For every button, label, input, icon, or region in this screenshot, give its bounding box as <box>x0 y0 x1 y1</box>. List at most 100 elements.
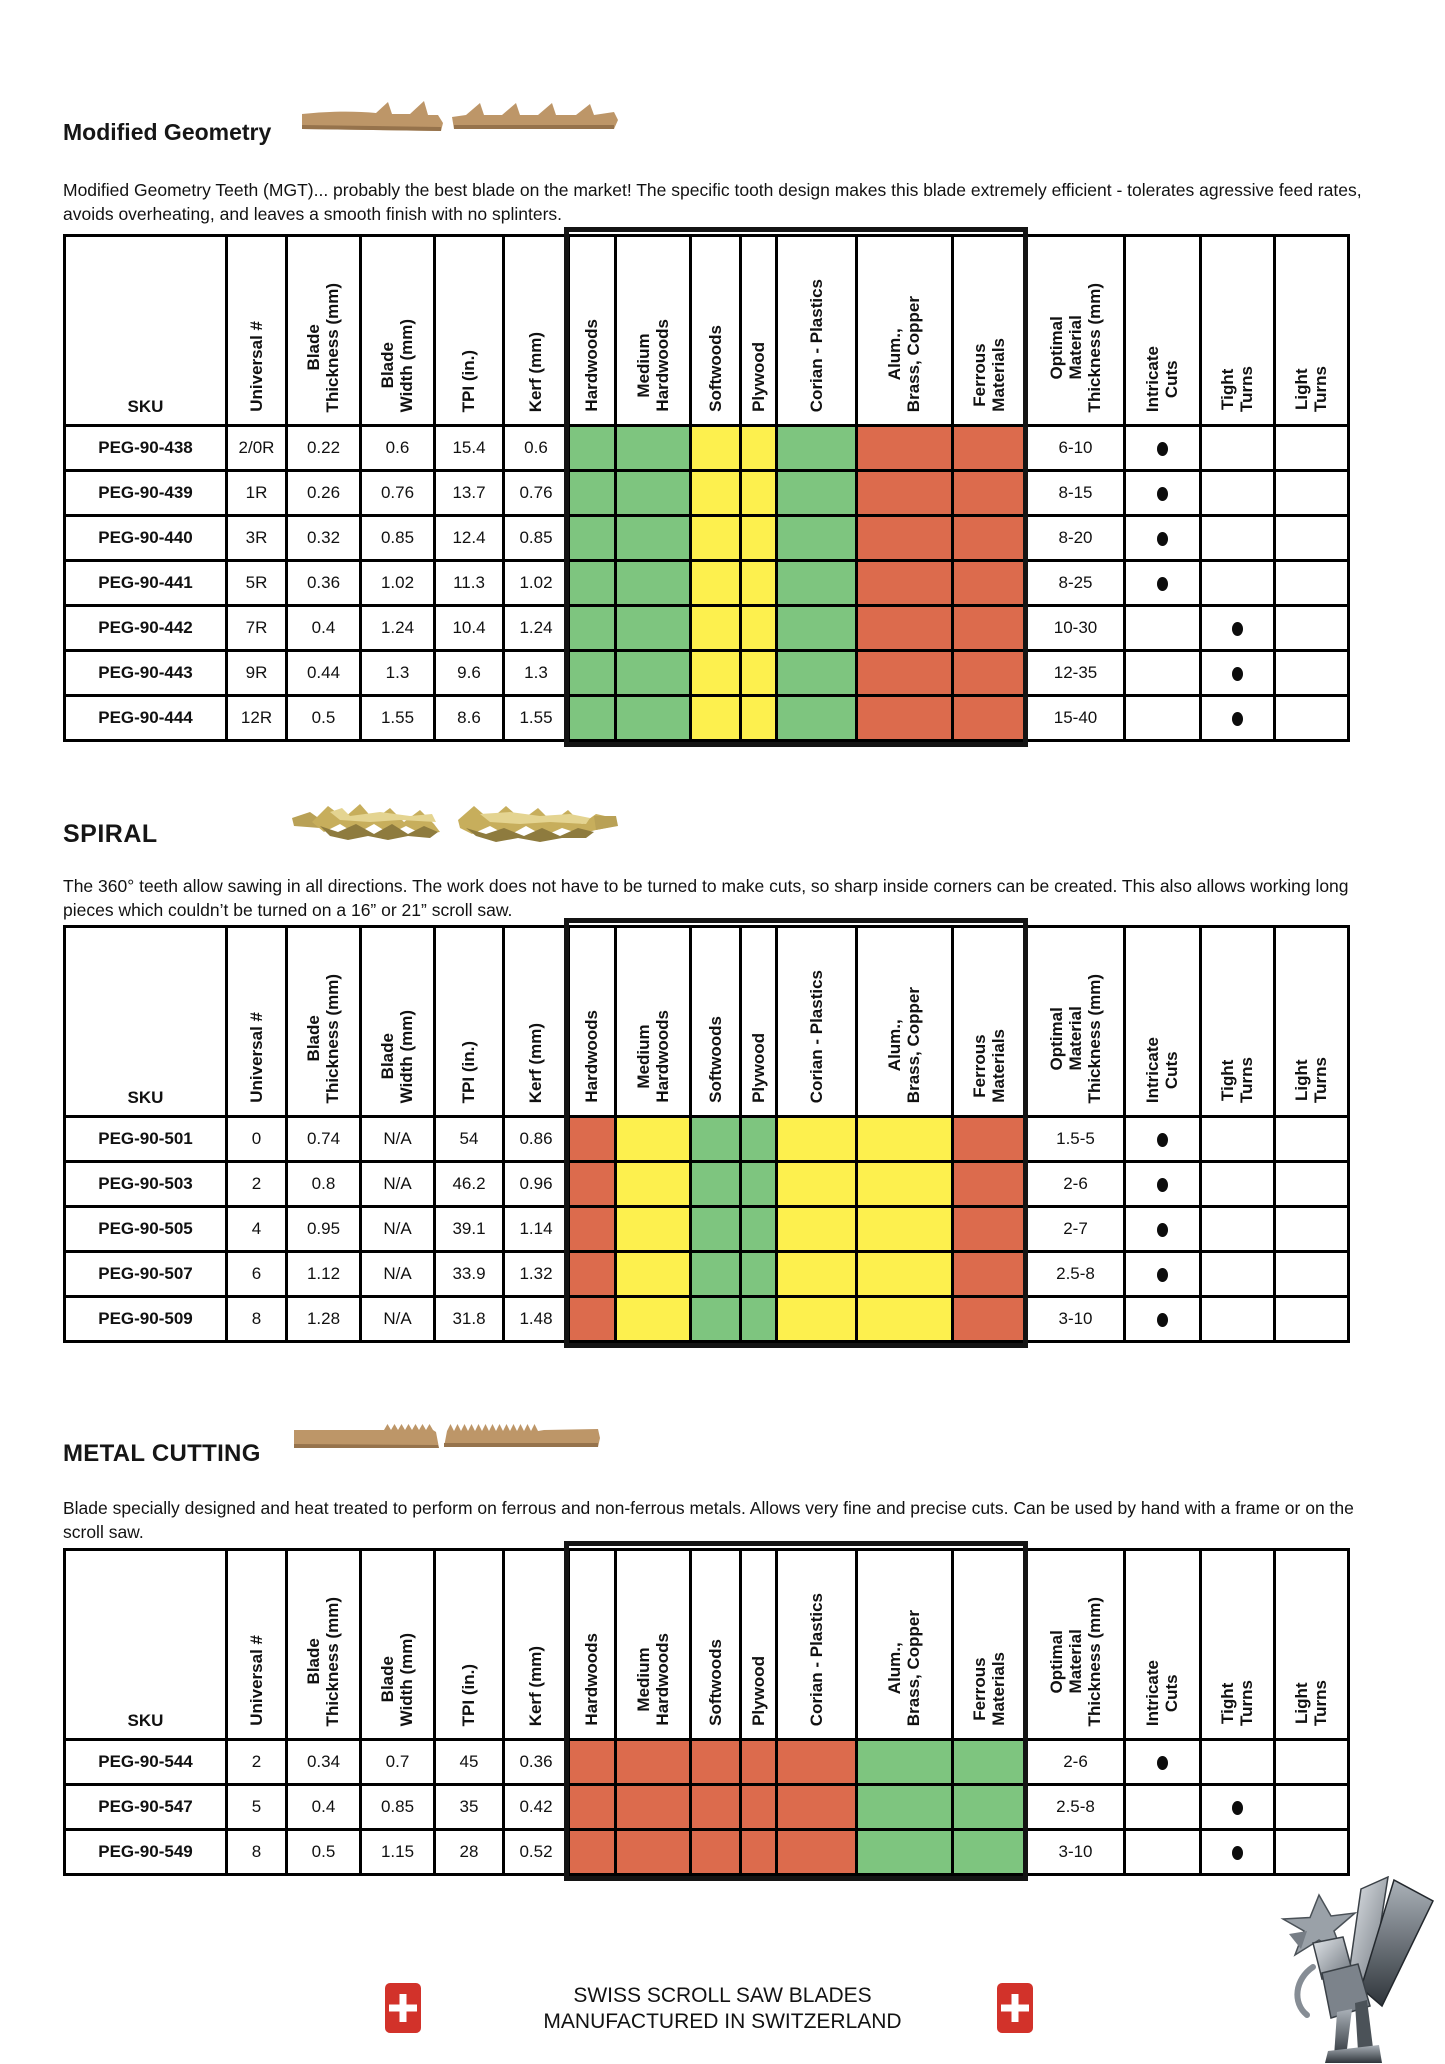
material-cell <box>739 514 778 562</box>
optimal-cell: 10-30 <box>1025 604 1126 652</box>
metal-blade-icon <box>294 1424 600 1448</box>
material-cell <box>951 514 1028 562</box>
value-cell: 6 <box>225 1250 288 1298</box>
section-title-spiral: SPIRAL <box>63 819 158 848</box>
tight-cell <box>1199 1160 1276 1208</box>
feature-dot <box>1157 1222 1168 1237</box>
material-cell <box>951 1205 1028 1253</box>
material-cell <box>951 469 1028 517</box>
feature-dot <box>1232 621 1243 636</box>
column-header: Blade Thickness (mm) <box>285 234 362 427</box>
column-header: Kerf (mm) <box>502 1548 570 1741</box>
section-description-metal-cutting: Blade specially designed and heat treate… <box>63 1497 1354 1543</box>
material-cell <box>775 514 858 562</box>
optimal-cell: 1.5-5 <box>1025 1115 1126 1163</box>
value-cell: N/A <box>359 1160 436 1208</box>
material-cell <box>614 559 692 607</box>
column-header: Intricate Cuts <box>1123 1548 1202 1741</box>
column-header: Kerf (mm) <box>502 234 570 427</box>
material-cell <box>775 1295 858 1343</box>
light-cell <box>1273 559 1350 607</box>
optimal-cell: 2.5-8 <box>1025 1783 1126 1831</box>
intricate-cell <box>1123 424 1202 472</box>
material-cell <box>567 1783 617 1831</box>
column-header: Plywood <box>739 234 778 427</box>
material-cell <box>567 514 617 562</box>
column-header: Ferrous Materials <box>951 234 1028 427</box>
pegasus-logo <box>1280 1876 1434 2063</box>
column-header: Softwoods <box>689 1548 742 1741</box>
material-cell <box>739 1783 778 1831</box>
column-header: Optimal Material Thickness (mm) <box>1025 234 1126 427</box>
column-header: Corian - Plastics <box>775 925 858 1118</box>
value-cell: 13.7 <box>433 469 505 517</box>
value-cell: 7R <box>225 604 288 652</box>
table-metal-cutting: SKU Universal # Blade Thickness (mm) Blade … <box>63 1541 1350 1881</box>
material-cell <box>567 1205 617 1253</box>
column-header: Optimal Material Thickness (mm) <box>1025 925 1126 1118</box>
value-cell: 15.4 <box>433 424 505 472</box>
feature-dot <box>1157 1177 1168 1192</box>
material-cell <box>855 424 954 472</box>
optimal-cell: 2-7 <box>1025 1205 1126 1253</box>
value-cell: 0 <box>225 1115 288 1163</box>
material-cell <box>951 1783 1028 1831</box>
value-cell: 1.48 <box>502 1295 570 1343</box>
tight-cell <box>1199 1738 1276 1786</box>
material-cell <box>614 1205 692 1253</box>
value-cell: 0.76 <box>502 469 570 517</box>
material-cell <box>739 1738 778 1786</box>
light-cell <box>1273 604 1350 652</box>
column-header: Universal # <box>225 1548 288 1741</box>
material-cell <box>614 604 692 652</box>
material-cell <box>739 649 778 697</box>
material-cell <box>855 559 954 607</box>
optimal-cell: 8-25 <box>1025 559 1126 607</box>
optimal-cell: 8-20 <box>1025 514 1126 562</box>
material-cell <box>689 1738 742 1786</box>
value-cell: 1.28 <box>285 1295 362 1343</box>
sku-cell: PEG-90-438 <box>63 424 228 472</box>
intricate-cell <box>1123 1828 1202 1876</box>
value-cell: 0.76 <box>359 469 436 517</box>
column-header: Tight Turns <box>1199 1548 1276 1741</box>
footer-line2: MANUFACTURED IN SWITZERLAND <box>543 2010 902 2033</box>
column-header: Alum., Brass, Copper <box>855 1548 954 1741</box>
material-cell <box>567 1828 617 1876</box>
column-header: Ferrous Materials <box>951 925 1028 1118</box>
optimal-cell: 15-40 <box>1025 694 1126 742</box>
light-cell <box>1273 649 1350 697</box>
material-cell <box>614 1783 692 1831</box>
mgt-blade-icon <box>302 101 618 131</box>
material-cell <box>855 1250 954 1298</box>
column-header: Light Turns <box>1273 925 1350 1118</box>
material-cell <box>614 1250 692 1298</box>
column-header: Blade Width (mm) <box>359 234 436 427</box>
table-row: PEG-90-439 1R 0.26 0.76 13.7 0.76 8-15 <box>63 469 1350 517</box>
light-cell <box>1273 1738 1350 1786</box>
column-header: Softwoods <box>689 234 742 427</box>
value-cell: 0.32 <box>285 514 362 562</box>
light-cell <box>1273 1115 1350 1163</box>
value-cell: 0.36 <box>502 1738 570 1786</box>
section-description-modified-geometry: Modified Geometry Teeth (MGT)... probabl… <box>63 179 1362 225</box>
material-cell <box>567 1160 617 1208</box>
material-cell <box>855 604 954 652</box>
optimal-cell: 3-10 <box>1025 1295 1126 1343</box>
tight-cell <box>1199 424 1276 472</box>
material-cell <box>689 1205 742 1253</box>
intricate-cell <box>1123 604 1202 652</box>
material-cell <box>689 1783 742 1831</box>
column-header: Ferrous Materials <box>951 1548 1028 1741</box>
material-cell <box>739 424 778 472</box>
tight-cell <box>1199 604 1276 652</box>
intricate-cell <box>1123 1295 1202 1343</box>
table-row: PEG-90-507 6 1.12 N/A 33.9 1.32 2.5-8 <box>63 1250 1350 1298</box>
material-cell <box>951 424 1028 472</box>
spec-table: SKU Universal # Blade Thickness (mm) Blade … <box>63 1548 1350 1876</box>
material-cell <box>614 1115 692 1163</box>
table-row: PEG-90-503 2 0.8 N/A 46.2 0.96 2-6 <box>63 1160 1350 1208</box>
material-cell <box>689 559 742 607</box>
light-cell <box>1273 424 1350 472</box>
value-cell: 8 <box>225 1828 288 1876</box>
